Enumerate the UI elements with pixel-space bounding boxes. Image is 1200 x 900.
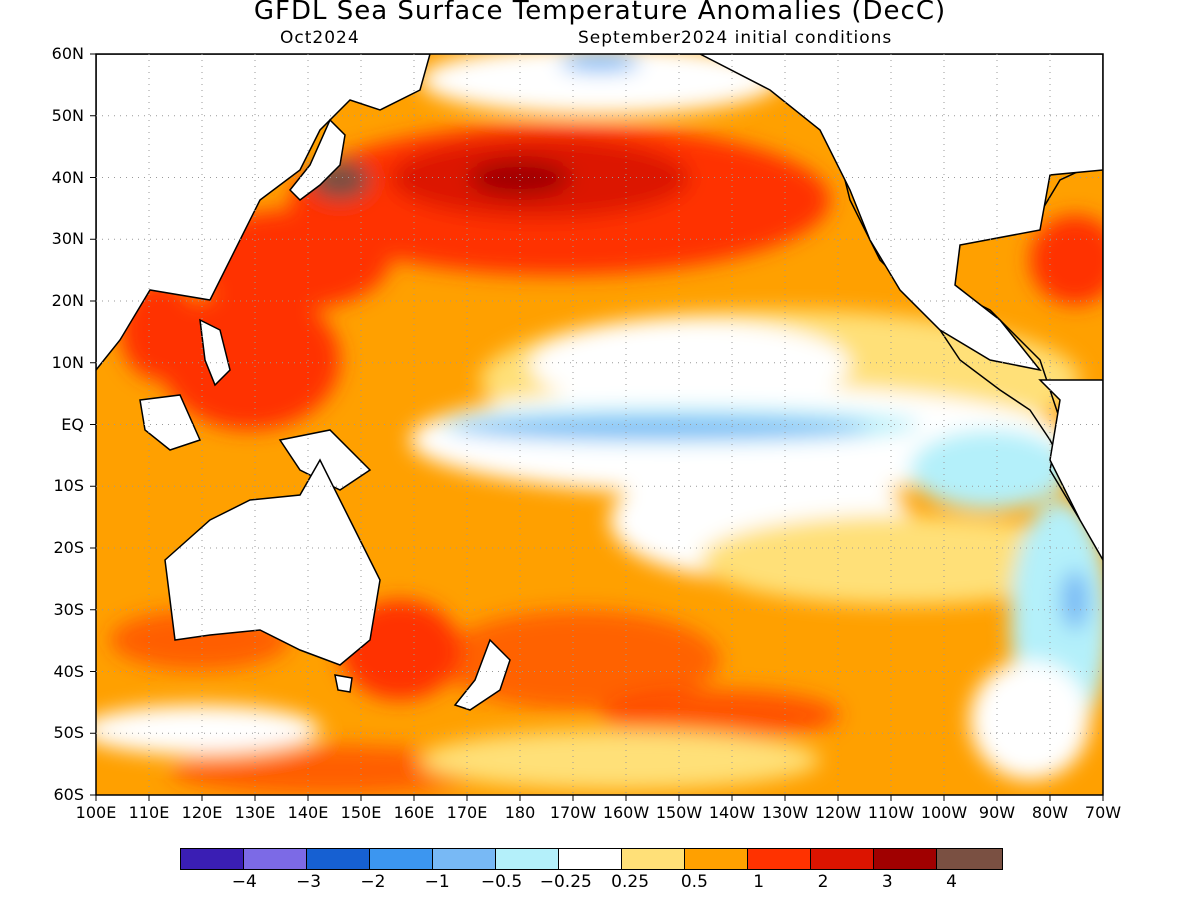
initial-conditions: September2024 initial conditions bbox=[578, 28, 893, 48]
lon-label: 140E bbox=[287, 803, 329, 822]
lon-label: 100W bbox=[920, 803, 968, 822]
lon-label: 70W bbox=[1084, 803, 1122, 822]
legend-swatch bbox=[811, 849, 874, 869]
legend-label: −2 bbox=[360, 872, 386, 892]
legend-swatch bbox=[181, 849, 244, 869]
lon-label: 150E bbox=[340, 803, 382, 822]
lon-label: 170E bbox=[446, 803, 488, 822]
lon-label: 130E bbox=[234, 803, 276, 822]
lat-label: 20N bbox=[51, 291, 84, 310]
legend-label: 0.5 bbox=[680, 872, 708, 892]
legend-swatch bbox=[433, 849, 496, 869]
legend-label: −3 bbox=[296, 872, 322, 892]
lon-label: 110E bbox=[128, 803, 170, 822]
legend-label: 0.25 bbox=[611, 872, 650, 892]
lat-label: 60S bbox=[53, 785, 84, 804]
japan-landmass bbox=[288, 118, 346, 201]
color-legend bbox=[180, 848, 1003, 870]
lat-label: EQ bbox=[61, 414, 84, 434]
forecast-month: Oct2024 bbox=[280, 28, 360, 48]
legend-label: 3 bbox=[881, 872, 893, 892]
tasmania-landmass bbox=[334, 674, 353, 693]
lat-label: 30S bbox=[53, 599, 84, 619]
new-zealand-landmass bbox=[453, 638, 511, 711]
map-title: GFDL Sea Surface Temperature Anomalies (… bbox=[253, 0, 947, 26]
legend-swatch bbox=[496, 849, 559, 869]
lat-label: 10N bbox=[51, 352, 84, 372]
lon-label: 120W bbox=[814, 803, 862, 822]
legend-label: 2 bbox=[817, 872, 829, 892]
lon-label: 130W bbox=[761, 803, 809, 822]
lat-label: 40N bbox=[51, 167, 84, 187]
lon-label: 160E bbox=[393, 803, 435, 822]
lat-label: 50S bbox=[53, 723, 84, 743]
anomaly-field bbox=[96, 54, 1103, 795]
legend-swatch bbox=[370, 849, 433, 869]
asia-landmass bbox=[96, 54, 431, 372]
legend-swatch bbox=[937, 849, 1002, 869]
legend-swatch bbox=[244, 849, 307, 869]
lon-label: 180 bbox=[504, 803, 536, 822]
lat-label: 30N bbox=[51, 229, 84, 249]
axis-ticks bbox=[90, 53, 1104, 801]
legend-label: −4 bbox=[231, 872, 257, 892]
north-america-landmass bbox=[699, 54, 1103, 372]
legend-label: −1 bbox=[424, 872, 450, 892]
lon-label: 170W bbox=[549, 803, 597, 822]
legend-swatch bbox=[622, 849, 685, 869]
lat-label: 40S bbox=[53, 661, 84, 681]
coastlines bbox=[96, 54, 1103, 711]
lon-label: 120E bbox=[181, 803, 223, 822]
legend-label: −0.5 bbox=[480, 872, 523, 892]
lon-label: 100E bbox=[75, 803, 117, 822]
legend-swatch bbox=[748, 849, 811, 869]
lat-label: 60N bbox=[51, 44, 84, 63]
lon-label: 80W bbox=[1031, 803, 1069, 822]
legend-swatch bbox=[307, 849, 370, 869]
legend-label: 4 bbox=[946, 872, 957, 892]
legend-swatch bbox=[874, 849, 937, 869]
legend-label: 1 bbox=[753, 872, 765, 892]
philippines-landmass bbox=[199, 318, 231, 387]
lon-label: 160W bbox=[602, 803, 650, 822]
new-guinea-landmass bbox=[278, 429, 372, 491]
lon-label: 90W bbox=[978, 803, 1016, 822]
legend-swatch bbox=[685, 849, 748, 869]
lat-label: 10S bbox=[53, 476, 84, 496]
legend-label: −0.25 bbox=[539, 872, 592, 892]
australia-landmass bbox=[164, 458, 381, 666]
lat-label: 50N bbox=[51, 105, 84, 125]
lon-label: 140W bbox=[708, 803, 756, 822]
lat-label: 20S bbox=[53, 538, 84, 557]
lon-label: 150W bbox=[655, 803, 703, 822]
south-america-landmass bbox=[1038, 379, 1103, 562]
lon-label: 110W bbox=[867, 803, 915, 822]
legend-swatch bbox=[559, 849, 622, 869]
